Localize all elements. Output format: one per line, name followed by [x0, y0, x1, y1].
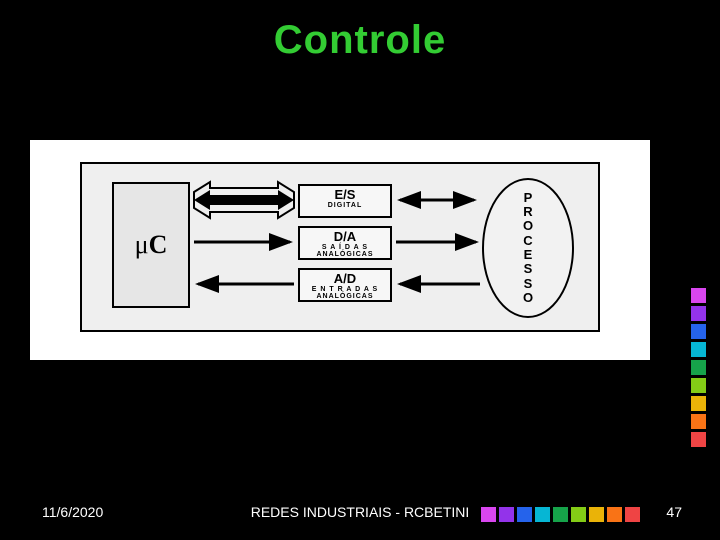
diagram-panel: μC E/S DIGITAL D/A S A Í D A S ANALÓGICA… — [30, 140, 650, 360]
rainbow-sq — [691, 414, 706, 429]
rainbow-sq — [691, 342, 706, 357]
footer-center: REDES INDUSTRIAIS - RCBETINI — [0, 504, 720, 520]
rainbow-sq — [691, 306, 706, 321]
rainbow-sq — [691, 324, 706, 339]
arrows-layer — [82, 164, 602, 334]
diagram-outer-box: μC E/S DIGITAL D/A S A Í D A S ANALÓGICA… — [80, 162, 600, 332]
rainbow-vertical — [691, 288, 706, 447]
rainbow-sq — [691, 378, 706, 393]
rainbow-sq — [691, 432, 706, 447]
arrow-uc-es — [194, 182, 294, 218]
slide-title: Controle — [0, 18, 720, 63]
footer-page: 47 — [666, 504, 682, 520]
rainbow-sq — [691, 360, 706, 375]
rainbow-sq — [691, 396, 706, 411]
rainbow-sq — [691, 288, 706, 303]
